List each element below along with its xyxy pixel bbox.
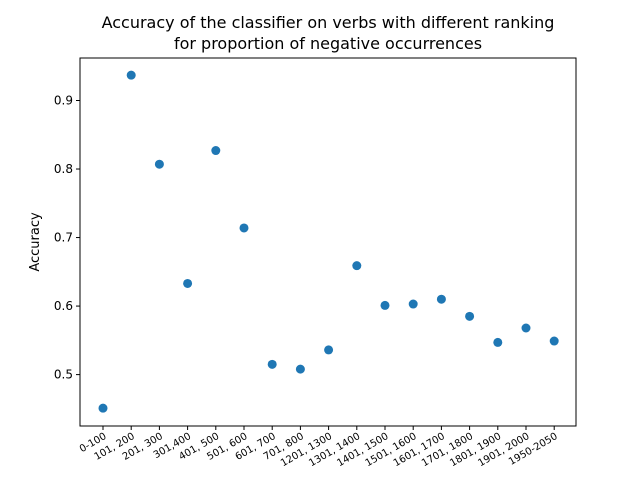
data-point [98,403,108,413]
chart-title-line-1: Accuracy of the classifier on verbs with… [102,13,555,32]
data-point [380,300,390,310]
y-axis-label: Accuracy [28,212,43,272]
data-point [521,323,531,333]
data-point [211,146,221,156]
data-point [295,364,305,374]
y-tick-label: 0.7 [54,231,73,245]
data-point [239,223,249,233]
data-point [126,70,136,80]
data-point [408,299,418,309]
y-tick-label: 0.6 [54,299,73,313]
data-point [549,336,559,346]
data-point [324,345,334,355]
plot-frame [79,57,577,427]
data-points [98,70,559,413]
y-tick-label: 0.9 [54,93,73,107]
data-point [267,359,277,369]
data-point [352,261,362,271]
data-point [436,294,446,304]
y-tick-label: 0.8 [54,162,73,176]
data-point [183,278,193,288]
data-point [154,159,164,169]
data-point [493,337,503,347]
y-tick-label: 0.5 [54,368,73,382]
data-point [465,311,475,321]
chart-title-line-2: for proportion of negative occurrences [174,34,482,53]
y-axis-ticks: 0.5 0.6 0.7 0.8 0.9 [54,93,80,382]
